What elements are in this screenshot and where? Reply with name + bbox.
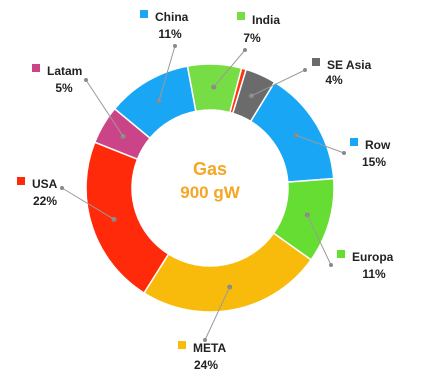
slice-usa [85,141,170,295]
slice-china [113,65,197,140]
leader-end-dot [342,151,346,155]
slice-pct-label: 15% [362,155,386,169]
leader-line [213,49,246,88]
leader-end-dot [243,48,247,52]
slice-name-label: Europa [352,250,394,264]
center-title: Gas [193,159,227,179]
slices-group [85,63,335,313]
slice-pct-label: 5% [55,81,73,95]
slice-pct-label: 11% [158,27,182,41]
slice-name-label: China [155,10,189,24]
slice-meta [142,232,313,313]
legend-swatch [32,64,40,72]
leader-line [85,79,124,137]
leader-line [306,214,332,266]
legend-swatch [312,58,320,66]
leader-end-dot [329,263,333,267]
leader-end-dot [60,186,64,190]
slice-pct-label: 22% [33,194,57,208]
leader-end-dot [203,338,207,342]
leader-line [61,187,115,220]
slice-pct-label: 7% [243,31,261,45]
legend-swatch [337,250,345,258]
leader-line [158,45,176,102]
slice-pct-label: 4% [325,73,343,87]
leader-line [204,286,231,341]
leader-line [295,134,345,154]
slice-name-label: Row [365,138,391,152]
legend-swatch [140,10,148,18]
legend-swatch [237,12,245,20]
leader-end-dot [173,44,177,48]
slice-pct-label: 11% [362,267,386,281]
slice-name-label: SE Asia [327,58,372,72]
slice-name-label: META [193,341,226,355]
legend-swatch [178,341,186,349]
slice-name-label: Latam [47,64,82,78]
leader-end-dot [303,68,307,72]
leader-line [251,69,306,97]
legend-swatch [17,177,25,185]
legend-swatch [350,138,358,146]
leader-lines [60,44,346,342]
slice-name-label: USA [32,177,58,191]
leader-end-dot [84,78,88,82]
slice-pct-label: 24% [194,358,218,372]
slice-name-label: India [252,13,280,27]
center-value: 900 gW [180,183,240,202]
